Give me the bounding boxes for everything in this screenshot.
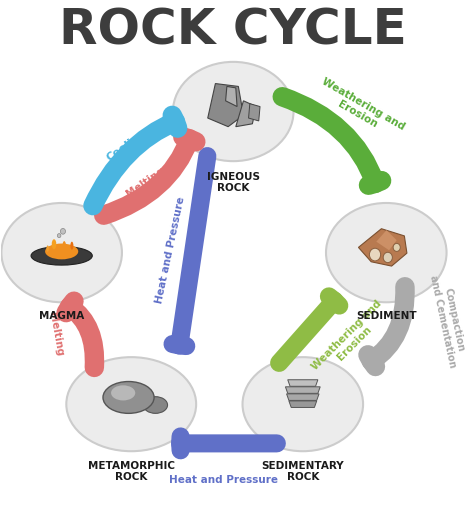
Text: SEDIMENT: SEDIMENT	[356, 311, 417, 321]
Ellipse shape	[326, 203, 447, 302]
Polygon shape	[376, 230, 397, 250]
Polygon shape	[289, 401, 317, 407]
Ellipse shape	[46, 245, 49, 252]
Circle shape	[369, 249, 381, 261]
Polygon shape	[288, 380, 318, 386]
Polygon shape	[248, 104, 260, 121]
Circle shape	[393, 243, 400, 251]
Ellipse shape	[70, 242, 73, 250]
Text: Cooling: Cooling	[105, 128, 148, 163]
Text: METAMORPHIC
ROCK: METAMORPHIC ROCK	[88, 460, 175, 482]
Text: Heat and Pressure: Heat and Pressure	[170, 475, 278, 485]
Circle shape	[57, 234, 61, 238]
Text: Heat and Pressure: Heat and Pressure	[155, 195, 187, 304]
Text: Compaction
and Cementation: Compaction and Cementation	[428, 272, 469, 369]
Polygon shape	[208, 83, 244, 127]
Ellipse shape	[62, 241, 66, 253]
Ellipse shape	[52, 239, 56, 249]
Ellipse shape	[45, 244, 78, 259]
Polygon shape	[285, 387, 320, 393]
Text: Melting: Melting	[47, 311, 65, 356]
Polygon shape	[358, 229, 407, 266]
Circle shape	[383, 252, 392, 263]
Ellipse shape	[143, 397, 167, 413]
Text: Weathering and
Erosion: Weathering and Erosion	[310, 298, 392, 380]
Ellipse shape	[111, 386, 135, 400]
Text: IGNEOUS
ROCK: IGNEOUS ROCK	[207, 172, 260, 193]
Ellipse shape	[243, 357, 363, 451]
Text: SEDIMENTARY
ROCK: SEDIMENTARY ROCK	[262, 460, 344, 482]
Text: MAGMA: MAGMA	[39, 311, 84, 321]
Ellipse shape	[66, 357, 196, 451]
Text: ROCK CYCLE: ROCK CYCLE	[59, 6, 407, 55]
Polygon shape	[236, 101, 256, 127]
Ellipse shape	[1, 203, 122, 302]
Ellipse shape	[103, 382, 154, 413]
Polygon shape	[226, 87, 237, 107]
Circle shape	[60, 228, 65, 234]
Polygon shape	[287, 394, 319, 400]
Text: Weathering and
Erosion: Weathering and Erosion	[315, 76, 407, 142]
Ellipse shape	[173, 62, 293, 161]
Ellipse shape	[31, 246, 92, 265]
Text: Melting: Melting	[124, 165, 166, 199]
